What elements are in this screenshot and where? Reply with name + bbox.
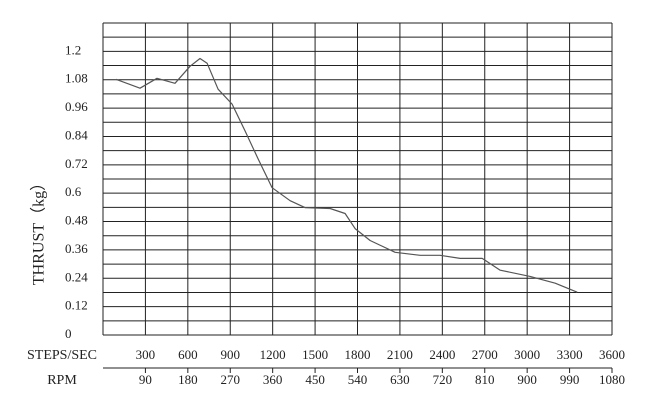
x2-tick-label: 1080 bbox=[599, 372, 625, 387]
x-tick-label: 3600 bbox=[599, 347, 625, 362]
x-tick-label: 2100 bbox=[387, 347, 413, 362]
x-tick-label: 2400 bbox=[429, 347, 455, 362]
y-tick-label: 0.84 bbox=[65, 127, 88, 142]
x2-tick-label: 360 bbox=[263, 372, 283, 387]
x-tick-label: 1500 bbox=[302, 347, 328, 362]
y-tick-label: 1.2 bbox=[65, 42, 81, 57]
y-tick-label: 0.36 bbox=[65, 241, 88, 256]
x2-tick-label: 990 bbox=[560, 372, 580, 387]
x-tick-label: 3300 bbox=[557, 347, 583, 362]
x-axis-label: STEPS/SEC bbox=[27, 348, 97, 363]
x2-tick-label: 720 bbox=[433, 372, 453, 387]
x-tick-label: 600 bbox=[178, 347, 198, 362]
x-tick-label: 300 bbox=[136, 347, 156, 362]
x2-tick-label: 180 bbox=[178, 372, 198, 387]
x2-tick-label: 630 bbox=[390, 372, 410, 387]
x-tick-label: 2700 bbox=[472, 347, 498, 362]
x2-tick-label: 450 bbox=[305, 372, 325, 387]
y-tick-label: 0.24 bbox=[65, 269, 88, 284]
x2-tick-label: 900 bbox=[517, 372, 537, 387]
y-axis-label: THRUST（kg） bbox=[30, 175, 48, 285]
x2-tick-label: 810 bbox=[475, 372, 495, 387]
x2-tick-label: 270 bbox=[221, 372, 241, 387]
x-tick-label: 900 bbox=[221, 347, 241, 362]
thrust-line bbox=[115, 57, 578, 293]
y-tick-label: 0.96 bbox=[65, 99, 88, 114]
x2-tick-label: 540 bbox=[348, 372, 368, 387]
x-tick-label: 3000 bbox=[514, 347, 540, 362]
y-tick-label: 0.6 bbox=[65, 184, 82, 199]
x-tick-label: 1200 bbox=[260, 347, 286, 362]
y-tick-label: 0.48 bbox=[65, 213, 88, 228]
y-tick-label: 0 bbox=[65, 326, 72, 341]
x2-axis-label: RPM bbox=[47, 373, 77, 388]
x-tick-label: 1800 bbox=[345, 347, 371, 362]
y-tick-label: 1.08 bbox=[65, 71, 88, 86]
y-tick-label: 0.12 bbox=[65, 298, 88, 313]
y-tick-label: 0.72 bbox=[65, 156, 88, 171]
x2-tick-label: 90 bbox=[139, 372, 152, 387]
